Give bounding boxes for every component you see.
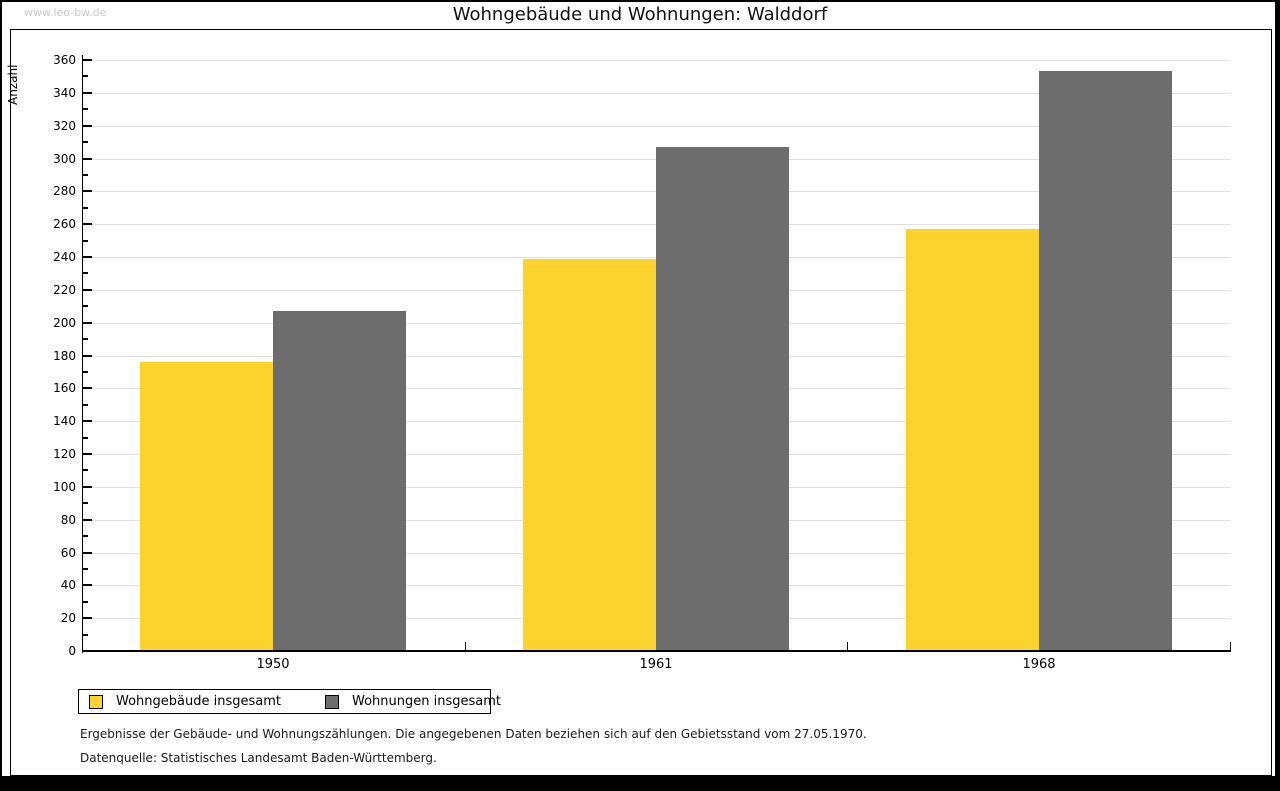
y-major-tick: [83, 387, 92, 389]
y-tick-label: 120: [53, 447, 76, 461]
bar-wohngebäude-1968: [906, 229, 1039, 651]
watermark-url: www.leo-bw.de: [24, 6, 107, 19]
footnote-source-note: Ergebnisse der Gebäude- und Wohnungszähl…: [80, 727, 867, 741]
chart-frame: [10, 29, 1272, 776]
y-major-tick: [83, 223, 92, 225]
y-major-tick: [83, 617, 92, 619]
y-tick-label: 280: [53, 184, 76, 198]
y-gridline: [83, 93, 1230, 94]
x-boundary-tick: [1230, 642, 1231, 650]
bar-wohngebäude-1950: [140, 362, 273, 651]
y-minor-tick: [83, 272, 88, 274]
y-major-tick: [83, 256, 92, 258]
chart-title: Wohngebäude und Wohnungen: Walddorf: [452, 4, 828, 25]
y-major-tick: [83, 190, 92, 192]
y-minor-tick: [83, 469, 88, 471]
bar-wohnungen-1961: [656, 147, 789, 651]
y-major-tick: [83, 59, 92, 61]
y-minor-tick: [83, 305, 88, 307]
y-major-tick: [83, 289, 92, 291]
y-tick-label: 200: [53, 316, 76, 330]
legend-swatch-wohnungen: [325, 694, 339, 709]
y-tick-label: 80: [60, 513, 76, 527]
y-gridline: [83, 60, 1230, 61]
x-tick-label-1968: 1968: [1022, 657, 1056, 672]
border-left: [0, 0, 2, 791]
x-boundary-tick: [847, 642, 848, 650]
y-tick-label: 220: [53, 283, 76, 297]
y-major-tick: [83, 355, 92, 357]
legend-label-wohngebaeude: Wohngebäude insgesamt: [116, 694, 281, 709]
y-tick-label: 240: [53, 250, 76, 264]
y-minor-tick: [83, 338, 88, 340]
y-axis-title: Anzahl: [6, 64, 20, 105]
y-tick-label: 60: [60, 546, 76, 560]
y-tick-label: 100: [53, 480, 76, 494]
y-major-tick: [83, 125, 92, 127]
y-minor-tick: [83, 568, 88, 570]
y-major-tick: [83, 486, 92, 488]
y-major-tick: [83, 519, 92, 521]
y-minor-tick: [83, 240, 88, 242]
border-right: [1275, 0, 1280, 791]
bar-wohngebäude-1961: [523, 259, 656, 651]
y-minor-tick: [83, 634, 88, 636]
y-tick-label: 160: [53, 381, 76, 395]
y-major-tick: [83, 453, 92, 455]
y-minor-tick: [83, 141, 88, 143]
bar-wohnungen-1950: [273, 311, 406, 651]
y-minor-tick: [83, 174, 88, 176]
legend-label-wohnungen: Wohnungen insgesamt: [352, 694, 501, 709]
x-boundary-tick: [465, 642, 466, 650]
y-tick-label: 260: [53, 217, 76, 231]
legend-item-wohngebaeude: Wohngebäude insgesamt: [89, 694, 281, 709]
border-bottom: [0, 776, 1280, 791]
y-minor-tick: [83, 437, 88, 439]
y-minor-tick: [83, 601, 88, 603]
y-minor-tick: [83, 75, 88, 77]
y-major-tick: [83, 322, 92, 324]
bar-wohnungen-1968: [1039, 71, 1172, 651]
y-major-tick: [83, 92, 92, 94]
y-tick-label: 140: [53, 414, 76, 428]
legend-item-wohnungen: Wohnungen insgesamt: [325, 694, 501, 709]
y-major-tick: [83, 552, 92, 554]
x-axis-line: [82, 650, 1231, 652]
y-major-tick: [83, 584, 92, 586]
y-tick-label: 320: [53, 119, 76, 133]
legend: Wohngebäude insgesamt Wohnungen insgesam…: [78, 689, 501, 714]
y-tick-label: 40: [60, 578, 76, 592]
y-tick-label: 360: [53, 53, 76, 67]
y-minor-tick: [83, 371, 88, 373]
y-minor-tick: [83, 207, 88, 209]
y-tick-label: 20: [60, 611, 76, 625]
y-minor-tick: [83, 535, 88, 537]
y-tick-label: 0: [68, 644, 76, 658]
y-tick-label: 180: [53, 349, 76, 363]
border-top: [0, 0, 1280, 2]
y-tick-label: 300: [53, 152, 76, 166]
y-minor-tick: [83, 108, 88, 110]
y-axis-line: [82, 55, 83, 653]
y-gridline: [83, 126, 1230, 127]
y-major-tick: [83, 158, 92, 160]
x-tick-label-1961: 1961: [639, 657, 673, 672]
legend-swatch-wohngebaeude: [89, 694, 103, 709]
y-minor-tick: [83, 404, 88, 406]
y-major-tick: [83, 420, 92, 422]
footnote-data-source: Datenquelle: Statistisches Landesamt Bad…: [80, 751, 437, 765]
y-tick-label: 340: [53, 86, 76, 100]
x-tick-label-1950: 1950: [256, 657, 290, 672]
y-minor-tick: [83, 502, 88, 504]
